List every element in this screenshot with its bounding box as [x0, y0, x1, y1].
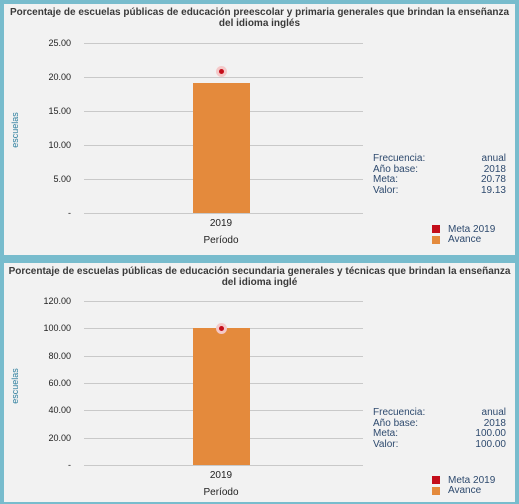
- legend-item-meta: Meta 2019: [432, 224, 495, 235]
- legend-swatch: [432, 235, 440, 244]
- gridline: [84, 301, 363, 302]
- legend-label: Meta 2019: [448, 223, 496, 235]
- legend-swatch: [432, 486, 440, 495]
- info-value: 2018: [483, 163, 506, 175]
- info-box: Frecuencia: anual Año base: 2018 Meta: 100.…: [373, 407, 506, 450]
- gridline: [84, 465, 363, 466]
- gridline: [84, 213, 363, 214]
- info-value: anual: [481, 153, 506, 164]
- legend-item-avance: Avance: [432, 485, 495, 497]
- chart-title: Porcentaje de escuelas públicas de educa…: [8, 266, 511, 288]
- info-value: anual: [481, 407, 506, 418]
- gridline: [84, 43, 363, 44]
- info-value: 19.13: [480, 184, 506, 196]
- legend: Meta 2019 Avance: [432, 475, 495, 496]
- bar-avance: [193, 328, 250, 465]
- legend-label: Avance: [448, 234, 482, 246]
- info-box: Frecuencia: anual Año base: 2018 Meta: 20.7…: [373, 153, 506, 196]
- y-tick-label: 10.00: [48, 140, 71, 150]
- info-label: Meta:: [373, 174, 399, 185]
- meta-marker: [216, 66, 227, 78]
- legend-label: Meta 2019: [448, 474, 496, 486]
- chart-panel-secundaria: Porcentaje de escuelas públicas de educa…: [4, 263, 515, 502]
- meta-marker: [216, 322, 227, 334]
- y-tick-label: 120.00: [43, 296, 71, 306]
- info-label: Frecuencia:: [373, 153, 426, 164]
- info-value: 100.00: [475, 428, 506, 439]
- legend-swatch: [432, 225, 440, 234]
- legend: Meta 2019 Avance: [432, 224, 495, 245]
- legend-label: Avance: [448, 485, 482, 497]
- x-tick-label: 2019: [209, 470, 233, 481]
- chart-title: Porcentaje de escuelas públicas de educa…: [9, 7, 510, 29]
- info-label: Valor:: [373, 438, 399, 450]
- y-tick-label: 80.00: [48, 350, 71, 361]
- info-value: 20.78: [480, 174, 506, 185]
- y-tick-label: 60.00: [48, 378, 71, 388]
- info-value: 100.00: [475, 438, 506, 450]
- gridline: [84, 77, 363, 78]
- info-label: Frecuencia:: [373, 407, 426, 418]
- info-label: Año base:: [373, 417, 419, 429]
- x-axis-label: Período: [203, 235, 239, 246]
- y-axis-label: escuelas: [10, 112, 20, 148]
- info-label: Meta:: [373, 428, 399, 439]
- x-tick-label: 2019: [209, 218, 233, 229]
- y-tick-label: 40.00: [48, 405, 71, 416]
- y-tick-label: 5.00: [53, 174, 71, 184]
- legend-item-avance: Avance: [432, 234, 495, 246]
- chart-panel-preescolar-primaria: Porcentaje de escuelas públicas de educa…: [4, 4, 515, 255]
- y-tick-label: 25.00: [48, 38, 71, 48]
- info-label: Año base:: [373, 163, 419, 175]
- info-label: Valor:: [373, 184, 399, 196]
- y-tick-label: 20.00: [48, 72, 71, 82]
- legend-swatch: [432, 476, 440, 485]
- y-tick-label: -: [68, 208, 71, 218]
- bar-avance: [193, 82, 250, 213]
- y-tick-label: 100.00: [43, 323, 71, 334]
- y-tick-label: 20.00: [48, 432, 71, 443]
- x-axis-label: Período: [203, 487, 239, 498]
- info-value: 2018: [483, 417, 506, 429]
- legend-item-meta: Meta 2019: [432, 475, 495, 486]
- y-axis-label: escuelas: [10, 368, 20, 404]
- y-tick-label: 15.00: [48, 106, 71, 116]
- y-tick-label: -: [68, 460, 71, 470]
